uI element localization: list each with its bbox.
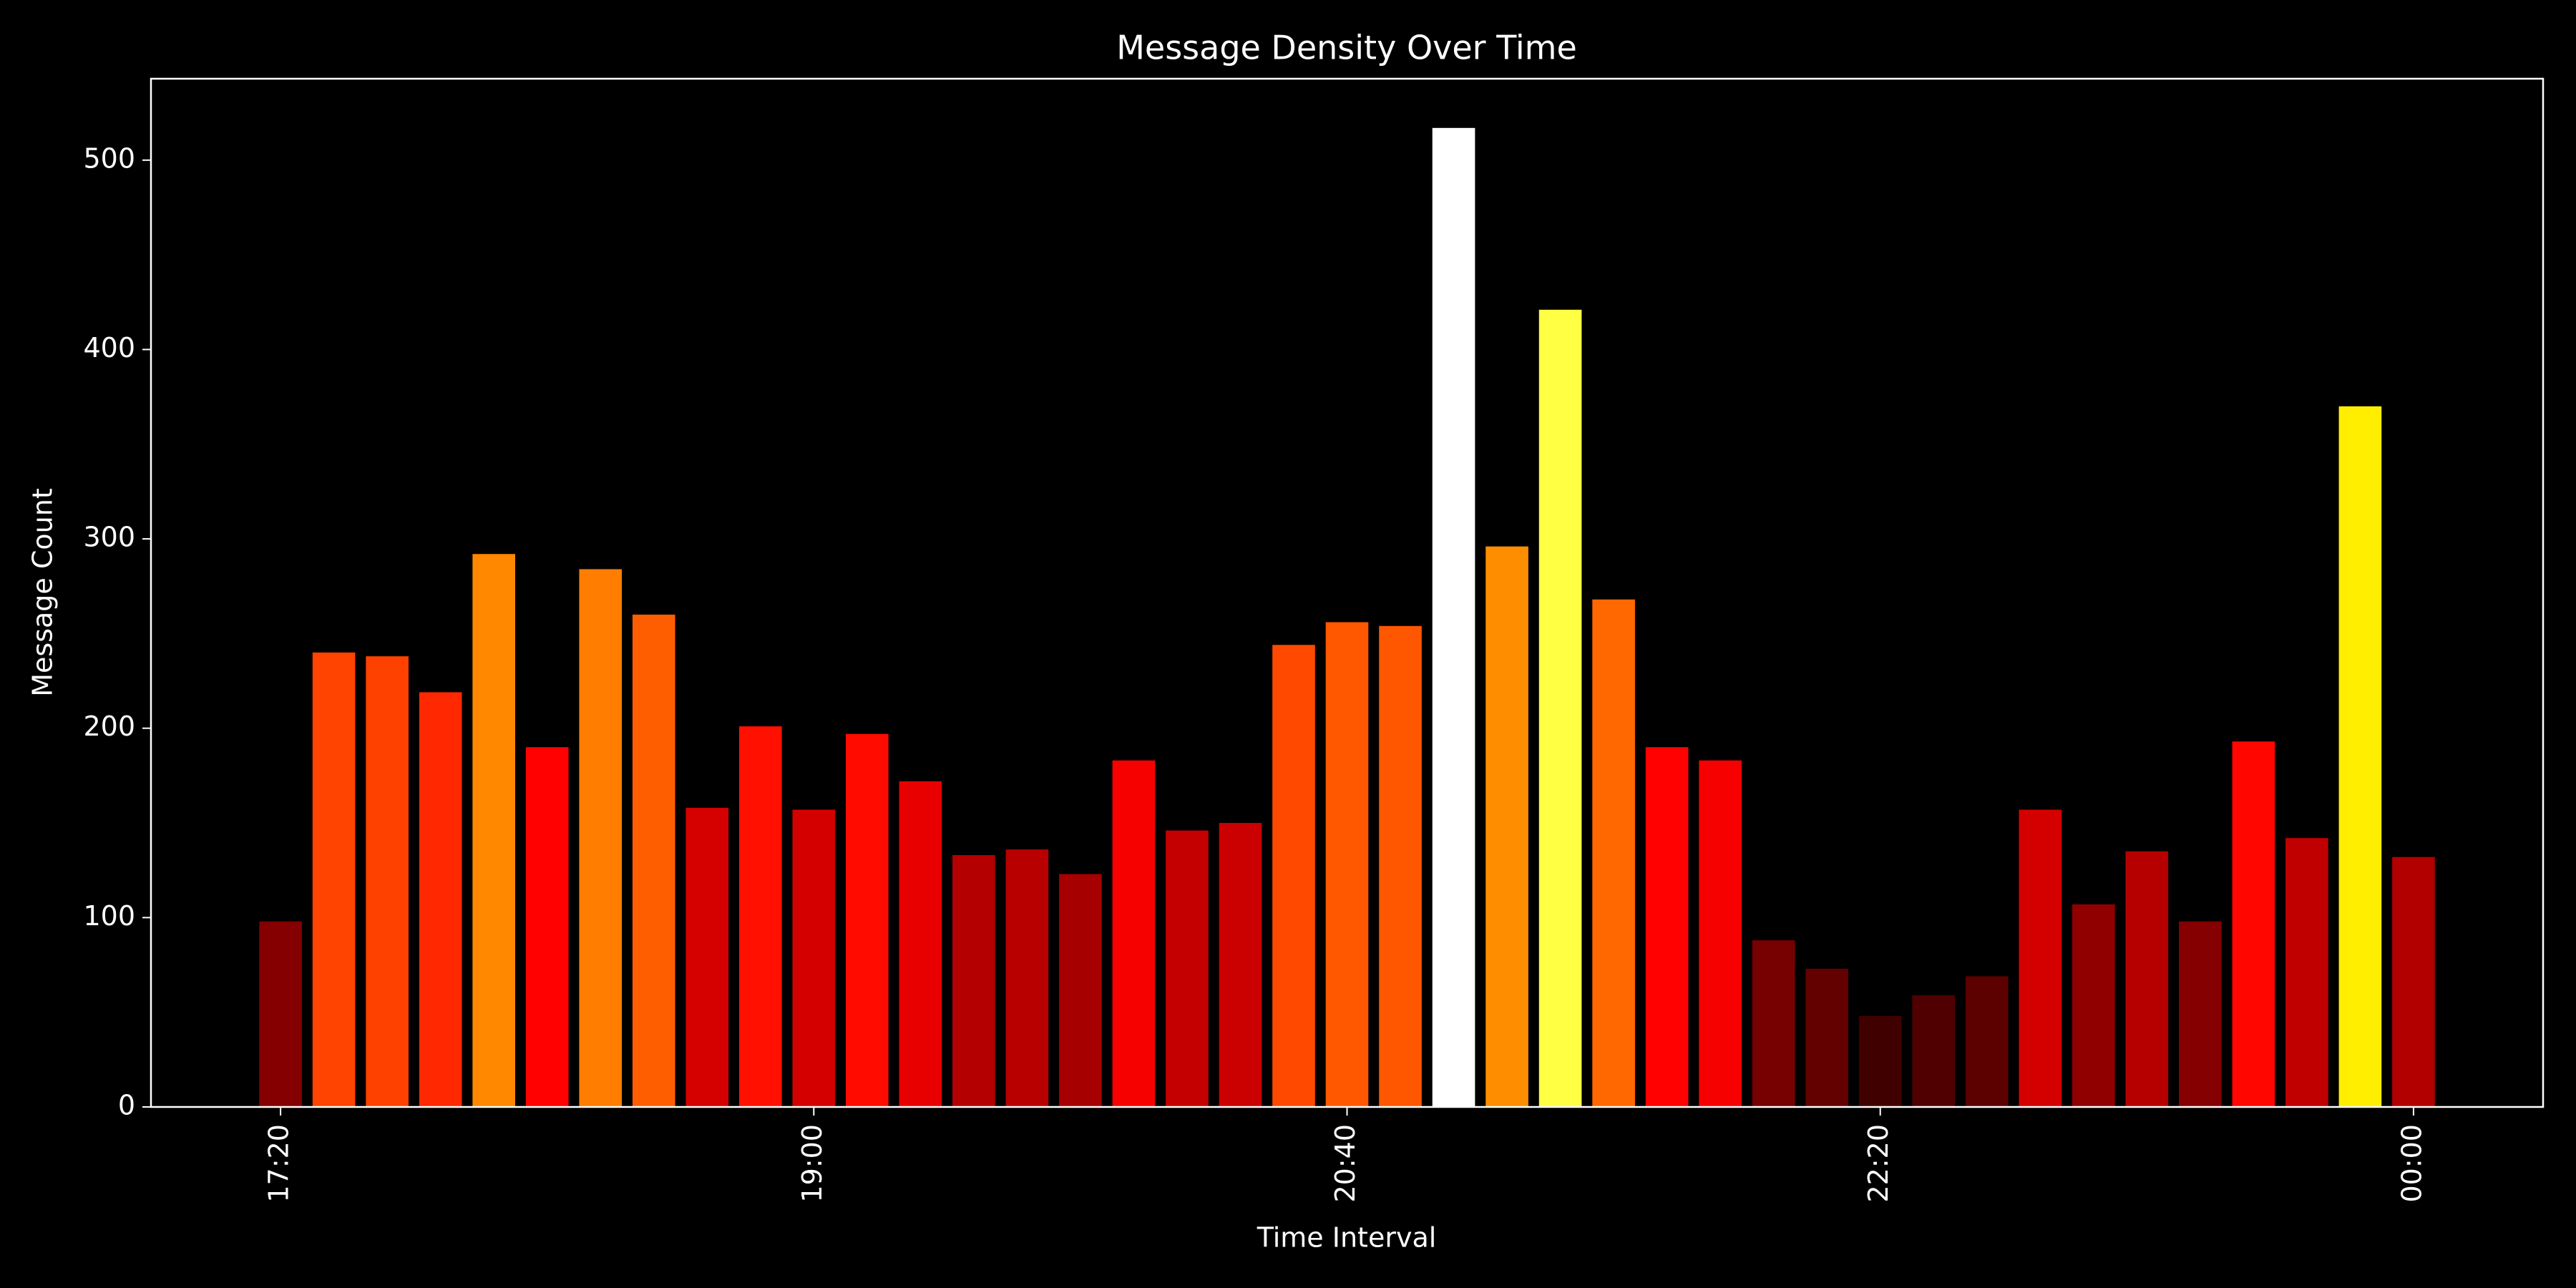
bar [579, 569, 623, 1107]
y-tick-label: 500 [83, 142, 135, 174]
bar [1858, 1015, 1902, 1107]
bar [1432, 127, 1475, 1107]
bar [738, 726, 782, 1107]
x-tick-label: 00:00 [2396, 1124, 2427, 1203]
bar [1219, 823, 1262, 1107]
bar [1485, 546, 1528, 1107]
x-tick-label: 17:20 [263, 1124, 295, 1203]
bar [2338, 406, 2382, 1107]
bar [1752, 940, 1795, 1107]
bar [1699, 760, 1742, 1107]
bar [792, 809, 836, 1107]
bar [2392, 857, 2435, 1107]
bar [366, 656, 409, 1107]
bar [1965, 976, 2009, 1107]
y-tick-label: 400 [83, 332, 135, 364]
y-tick-label: 200 [83, 711, 135, 742]
bar [312, 652, 356, 1107]
x-tick-label: 22:20 [1863, 1124, 1894, 1203]
bar [1005, 849, 1049, 1107]
bar [1538, 309, 1582, 1108]
bar [632, 614, 675, 1107]
bar [525, 747, 569, 1107]
bar [1645, 747, 1689, 1107]
bar [1912, 995, 1956, 1107]
bar [2125, 851, 2169, 1107]
bar [1059, 874, 1102, 1107]
y-tick-label: 300 [83, 522, 135, 553]
bar [686, 807, 729, 1107]
bar [846, 733, 889, 1107]
bar [2019, 809, 2062, 1107]
x-tick-label: 19:00 [796, 1124, 828, 1203]
bar [952, 855, 995, 1107]
y-tick-label: 0 [118, 1090, 135, 1121]
bar [2179, 921, 2222, 1107]
bar [419, 692, 462, 1107]
x-axis-label: Time Interval [1257, 1222, 1437, 1254]
bar [2285, 838, 2328, 1107]
bar [2072, 904, 2115, 1107]
y-axis-label: Message Count [27, 488, 59, 696]
bar [899, 781, 942, 1107]
bar [1805, 968, 1848, 1107]
bar [1592, 599, 1635, 1107]
y-tick-label: 100 [83, 900, 135, 932]
bar [472, 554, 515, 1107]
bar [1112, 760, 1156, 1107]
bar [1325, 622, 1369, 1107]
bar [1166, 830, 1209, 1107]
chart-title: Message Density Over Time [1116, 29, 1577, 67]
x-tick-label: 20:40 [1330, 1124, 1361, 1203]
bar [259, 921, 302, 1107]
bar [2232, 741, 2275, 1107]
plot-frame [150, 77, 2545, 1108]
bar [1379, 625, 1422, 1107]
bar [1272, 645, 1315, 1107]
